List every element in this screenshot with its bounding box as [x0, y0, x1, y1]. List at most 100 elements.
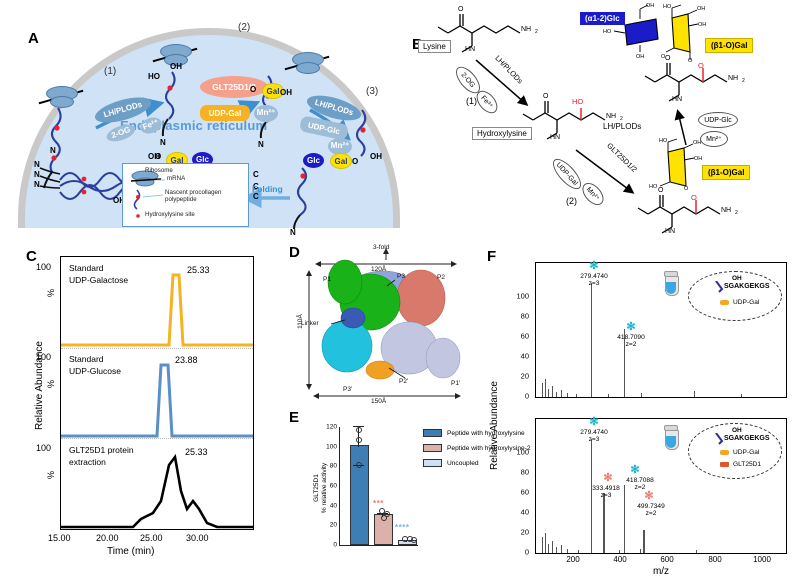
panel-f-bot-ytick-80: 80: [520, 467, 529, 477]
tag-beta1o-gal-top: (β1-O)Gal: [705, 38, 754, 53]
panel-d-linker: Linker: [301, 320, 319, 327]
noise-peak: [556, 547, 558, 553]
svg-text:HN: HN: [550, 134, 560, 141]
panel-f-bot-ytick-20: 20: [520, 527, 529, 537]
svg-text:2: 2: [735, 210, 738, 216]
panel-c-xtick-3: 25.00: [140, 533, 163, 543]
panel-c-divider-1: [61, 347, 253, 349]
noise-peak: [556, 392, 558, 397]
panel-e-ytick-20: 20: [329, 521, 337, 529]
tube-cap-icon: [664, 271, 678, 277]
panel-f-mass-spectra: F Relative Abundance ✻ 279.4740 z=3 ✻ 41…: [477, 240, 797, 578]
svg-text:O: O: [458, 6, 464, 13]
inset-label-udpgal-bottom: UDP-Gal: [733, 449, 760, 456]
noise-peak: [548, 544, 550, 553]
peaklabel-279-bottom: 279.4740 z=3: [580, 429, 608, 443]
tag-beta1o-gal-bottom: (β1-O)Gal: [702, 165, 751, 180]
svg-text:OH: OH: [697, 6, 705, 12]
chem-c-helix1: C: [253, 170, 259, 179]
noise-peak: [561, 390, 563, 397]
inset-label-udpgal-top: UDP-Gal: [733, 299, 760, 306]
panel-a-step-3: (3): [366, 86, 379, 97]
inset-peptide-hook-bottom: [715, 433, 724, 445]
svg-text:OH: OH: [694, 156, 702, 162]
noise-peak: [641, 393, 643, 397]
panel-c-ytick-1: 100: [36, 262, 52, 272]
peak-279-bottom: [590, 439, 593, 553]
inset-item-udpgal-bottom: UDP-Gal: [720, 449, 759, 456]
svg-text:NH: NH: [521, 26, 531, 33]
panel-c-trace-3-rt: 25.33: [185, 447, 208, 457]
svg-text:2: 2: [742, 78, 745, 84]
panel-b-substrate-udp-glc: UDP-Glc: [698, 112, 738, 128]
label-hydroxylysine: Hydroxylysine: [472, 127, 532, 140]
panel-f-xtick-1000: 1000: [753, 555, 771, 564]
inset-peptide-top: SGAKGEKGS: [724, 283, 770, 290]
chem-oh-1: OH: [170, 62, 182, 71]
ribosome-3: [284, 50, 330, 80]
chem-o-helix1: O: [155, 152, 162, 161]
panel-f-top-ytick-80: 80: [520, 311, 529, 321]
panel-c-trace-1-line2: UDP-Galactose: [69, 275, 129, 285]
panel-b-step-1: (1): [466, 96, 477, 106]
panel-f-xtick-200: 200: [566, 555, 580, 564]
noise-peak: [694, 391, 696, 397]
panel-c-divider-2: [61, 438, 253, 440]
peaklabel-499-bottom-mz: 499.7349: [637, 503, 665, 510]
panel-f-xtick-600: 600: [660, 555, 674, 564]
svg-text:O: O: [543, 93, 549, 100]
panel-c-chromatograms: C Relative Abundance Standard UDP-Galact…: [0, 240, 290, 578]
chem-oh-helix2: OH: [113, 196, 125, 205]
panel-b-chemistry-scheme: B O NH 2 HN O HO NH 2 HN: [400, 0, 797, 240]
svg-text:HN: HN: [665, 228, 675, 235]
chem-ho-1: HO: [148, 72, 160, 81]
peaklabel-279-top-charge: z=3: [588, 280, 600, 288]
panel-f-bot-ytick-60: 60: [520, 487, 529, 497]
panel-f-top-ytick-40: 40: [520, 351, 529, 361]
svg-text:HN: HN: [672, 96, 682, 103]
inset-item-glt25d1-bottom: GLT25D1: [720, 461, 761, 468]
panel-b-label: B: [412, 36, 423, 53]
panel-d-p1: P1: [323, 276, 331, 283]
sugar-glc-chain: Glc: [303, 153, 324, 168]
tube-icon-bottom: [664, 425, 679, 455]
noise-peak: [548, 389, 550, 397]
peaklabel-499-bottom: 499.7349 z=2: [637, 503, 665, 517]
inset-bubble-top: [688, 271, 782, 321]
svg-text:HO: HO: [663, 4, 672, 10]
panel-c-ypercent-2: %: [46, 379, 57, 389]
legend-row-hydroxylysine-2: Peptide with hydroxylysine-2: [423, 444, 531, 452]
peaklabel-333-bottom: 333.4918 z=3: [592, 485, 620, 499]
peak-499-bottom: [643, 530, 645, 553]
peaklabel-418-bottom-mz: 418.7088: [626, 477, 654, 484]
svg-text:HO: HO: [649, 184, 658, 190]
datapoint-1c: [356, 462, 362, 468]
chem-c-helix3: C: [253, 192, 259, 201]
peaklabel-333-bottom-mz: 333.4918: [592, 485, 620, 492]
panel-f-bot-ytick-40: 40: [520, 507, 529, 517]
panel-f-top-ytick-60: 60: [520, 331, 529, 341]
svg-text:OH: OH: [636, 54, 644, 60]
noise-peak: [545, 379, 547, 397]
svg-text:HO: HO: [572, 97, 583, 106]
chem-oh-3: OH: [370, 152, 382, 161]
chem-n-helix2: N: [34, 170, 40, 179]
ribosome-1: [38, 84, 84, 114]
cofactor-mn-step2: Mn²⁺: [254, 105, 278, 122]
tube-fill-icon: [666, 282, 676, 294]
svg-text:O: O: [698, 61, 704, 70]
peaklabel-279-bottom-mz: 279.4740: [580, 429, 608, 436]
panel-c-trace-2-rt: 23.88: [175, 355, 198, 365]
panel-c-xtick-4: 30.00: [186, 533, 209, 543]
ribosome-small-subunit-icon: [164, 54, 188, 66]
noise-peak: [578, 550, 580, 553]
svg-text:2: 2: [620, 116, 623, 122]
legend-swatch-hydroxylysine: [423, 429, 442, 437]
noise-peak: [576, 394, 578, 397]
peaklabel-418-top-mz: 418.7090: [617, 334, 645, 341]
legend-label-hydroxylysine: Peptide with hydroxylysine: [447, 429, 525, 437]
noise-peak: [696, 550, 698, 553]
svg-text:HO: HO: [659, 138, 668, 144]
inset-swatch-glt25d1-bottom: [720, 462, 729, 467]
chem-c-helix2: C: [253, 182, 259, 191]
